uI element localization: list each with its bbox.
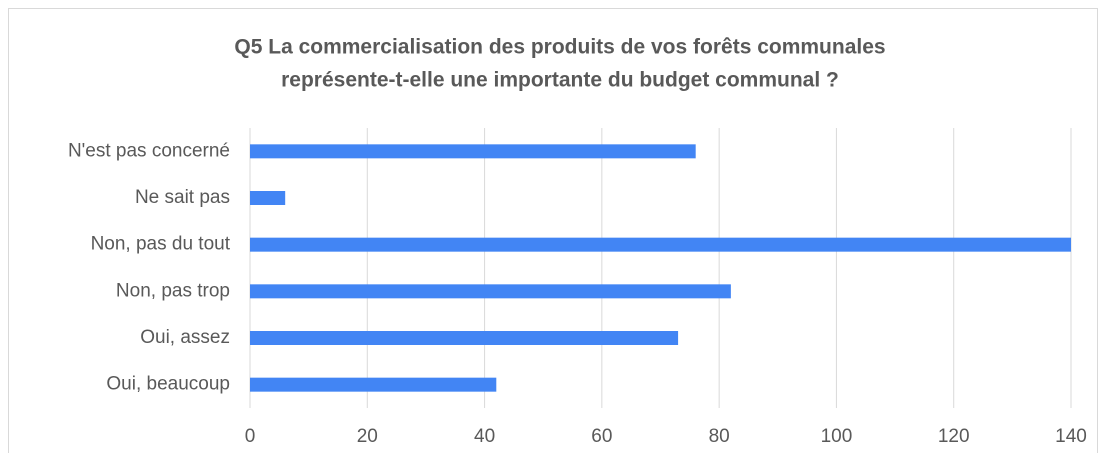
x-tick-label: 0 bbox=[245, 426, 256, 447]
x-tick-label: 140 bbox=[1055, 426, 1087, 447]
y-tick-label: Non, pas du tout bbox=[91, 234, 231, 255]
y-tick-label: Ne sait pas bbox=[135, 187, 230, 208]
chart-title: Q5 La commercialisation des produits de … bbox=[234, 36, 885, 59]
x-tick-label: 100 bbox=[821, 426, 853, 447]
bar bbox=[250, 377, 497, 392]
x-tick-label: 20 bbox=[357, 426, 378, 447]
chart-border bbox=[8, 8, 1098, 453]
bar bbox=[250, 331, 679, 345]
bar bbox=[250, 237, 1071, 252]
y-tick-label: Non, pas trop bbox=[116, 280, 230, 301]
x-tick-label: 80 bbox=[709, 426, 730, 447]
y-tick-label: Oui, assez bbox=[140, 327, 230, 348]
y-tick-label: N'est pas concerné bbox=[68, 140, 230, 161]
bar bbox=[250, 284, 731, 299]
x-tick-label: 40 bbox=[474, 426, 495, 447]
x-tick-label: 120 bbox=[938, 426, 970, 447]
chart-title: représente-t-elle une importante du budg… bbox=[281, 69, 839, 92]
y-tick-label: Oui, beaucoup bbox=[106, 374, 230, 395]
x-tick-label: 60 bbox=[591, 426, 612, 447]
bar bbox=[250, 191, 286, 205]
bar bbox=[250, 144, 696, 159]
